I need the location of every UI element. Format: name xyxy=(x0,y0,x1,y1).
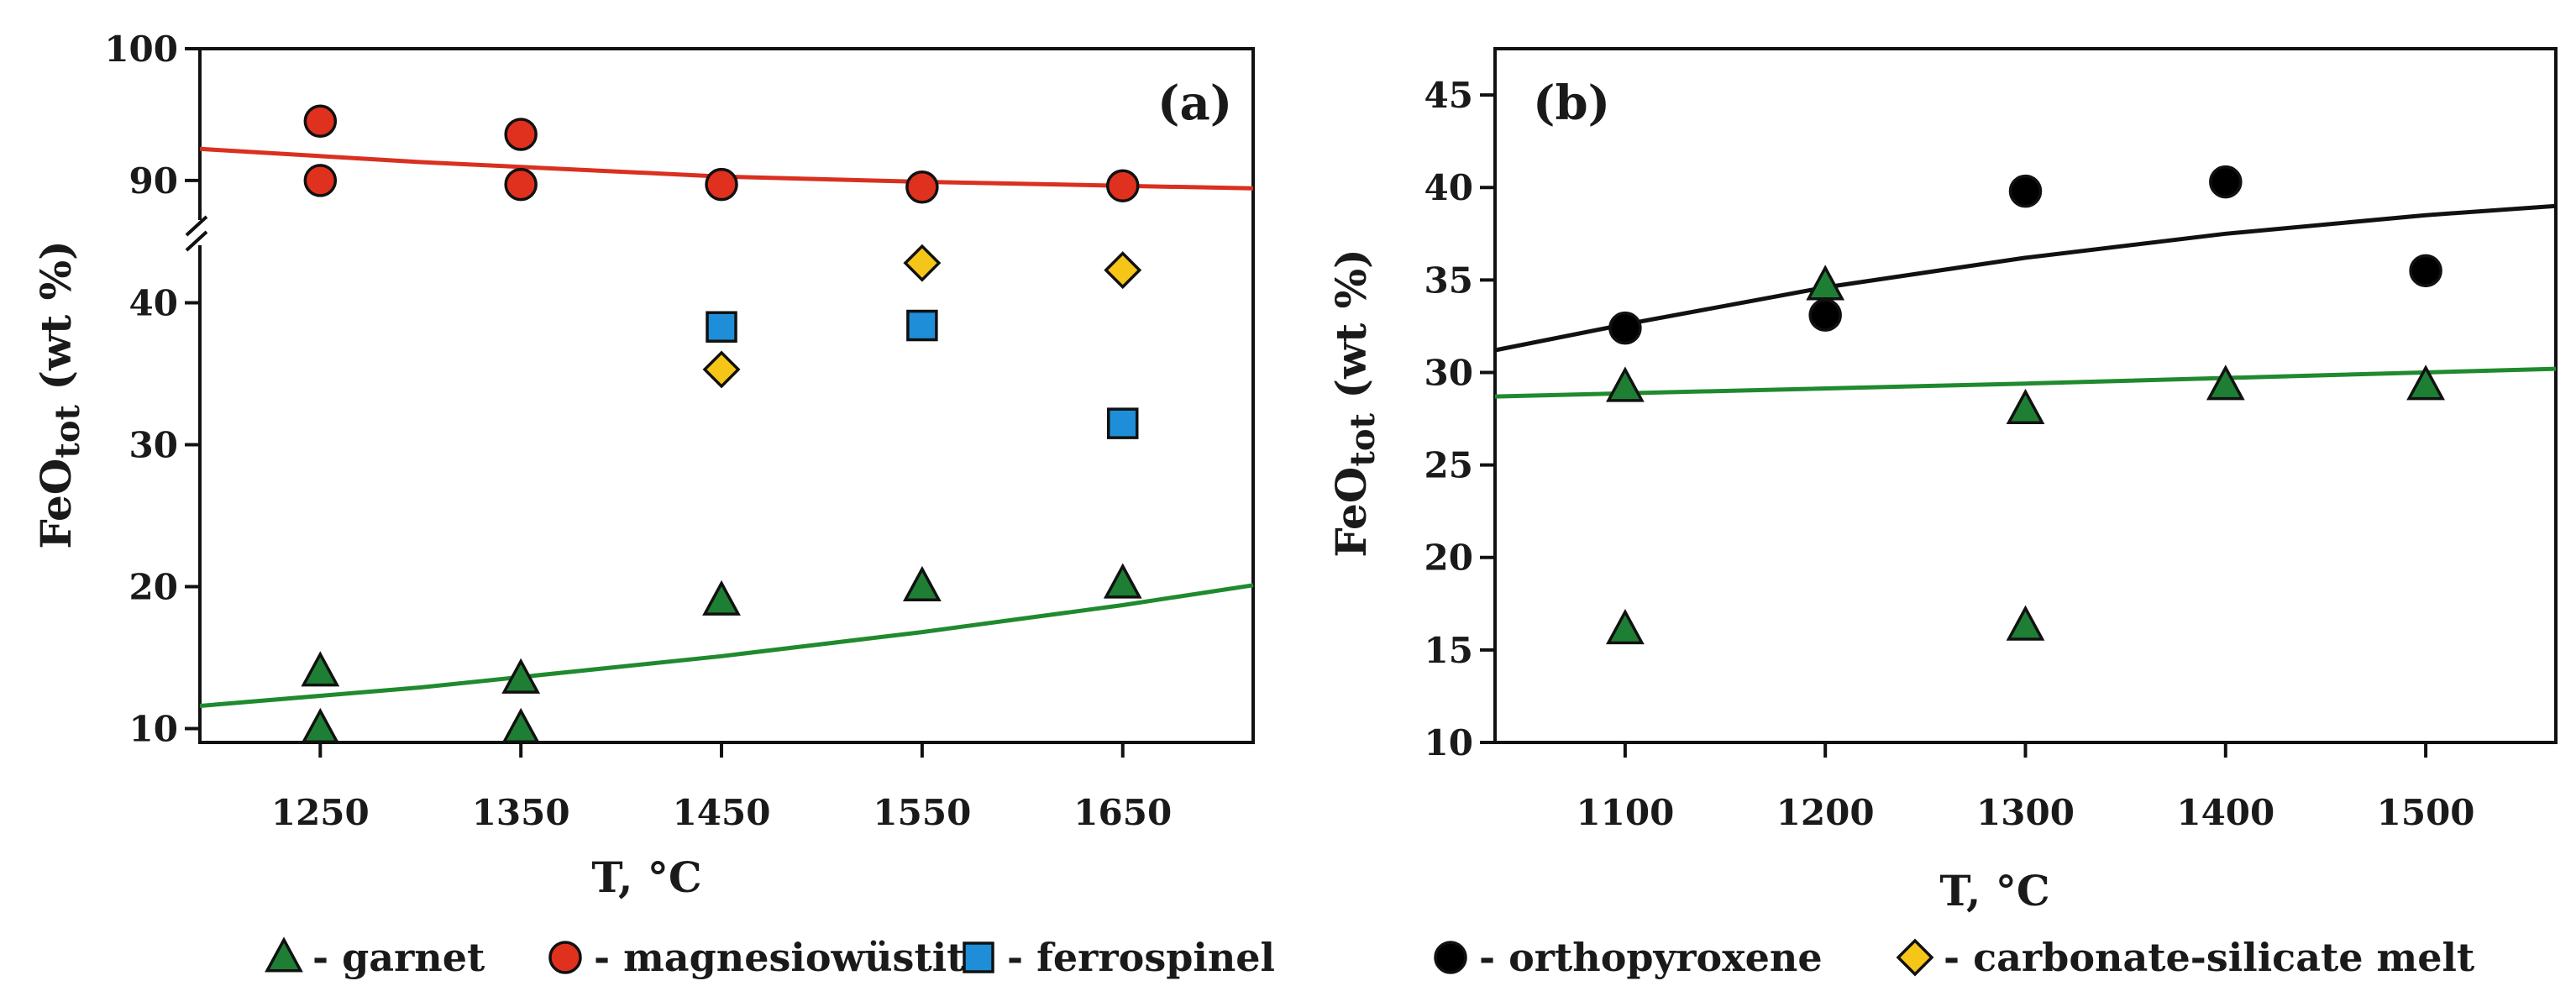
trend-line-garnet xyxy=(199,583,1254,708)
legend: - garnet - magnesiowüstite - ferrospinel - … xyxy=(265,935,2475,980)
y-tick-label: 90 xyxy=(129,160,178,202)
axis-break-mark xyxy=(185,215,208,237)
data-point xyxy=(303,164,338,197)
legend-item: - magnesiowüstite xyxy=(548,935,989,980)
legend-marker xyxy=(1896,938,1934,977)
legend-label: - garnet xyxy=(312,935,485,980)
y-tick-label: 45 xyxy=(1424,75,1473,116)
trend-line-garnet xyxy=(1494,366,2557,399)
x-tick-label: 1200 xyxy=(1776,792,1875,833)
y-tick-label: 10 xyxy=(129,709,178,750)
y-tick-label: 10 xyxy=(1424,722,1473,763)
data-point xyxy=(1106,407,1139,439)
data-point xyxy=(1608,311,1642,345)
data-point xyxy=(2006,605,2045,641)
trend-line-orthopyroxene xyxy=(1494,203,2557,353)
axis-break-mark xyxy=(185,230,208,252)
data-point xyxy=(905,170,939,204)
y-tick-label: 20 xyxy=(129,567,178,608)
y-axis-label: FeOtot (wt %) xyxy=(31,240,87,549)
data-point xyxy=(301,707,340,743)
legend-marker xyxy=(963,941,994,973)
chart-panel-b: 1100 1200 1300 1400 1500 10 15 20 25 30 35 40 45 (b) T… xyxy=(1326,47,2558,915)
x-tick-label: 1550 xyxy=(873,792,971,833)
data-point xyxy=(2409,254,2442,288)
y-axis-label: FeOtot (wt %) xyxy=(1326,249,1382,558)
data-point xyxy=(702,350,741,389)
plot-frame xyxy=(198,47,1255,744)
data-point xyxy=(1606,366,1645,402)
data-point xyxy=(906,309,938,342)
legend-item: - carbonate-silicate melt xyxy=(1896,935,2475,980)
data-point xyxy=(2006,388,2045,425)
data-point xyxy=(903,244,942,282)
y-tick-label: 40 xyxy=(129,283,178,324)
y-tick-label: 15 xyxy=(1424,630,1473,671)
x-axis-label: T, °C xyxy=(1939,866,2049,915)
panel-label: (a) xyxy=(1157,76,1232,131)
data-point xyxy=(1606,608,1645,645)
legend-marker xyxy=(1434,941,1467,974)
data-point xyxy=(301,651,340,687)
legend-item: - garnet xyxy=(265,935,485,980)
chart-panel-a: 1250 1350 1450 1550 1650 10 20 30 40 90 100 (a) T, °… xyxy=(31,29,1255,902)
x-tick-label: 1650 xyxy=(1073,792,1172,833)
data-point xyxy=(1808,298,1842,332)
legend-label: - ferrospinel xyxy=(1007,935,1275,980)
data-point xyxy=(504,167,538,202)
y-tick-label: 20 xyxy=(1424,538,1473,579)
x-tick-label: 1450 xyxy=(673,792,771,833)
data-point xyxy=(1105,169,1140,202)
legend-item: - ferrospinel xyxy=(963,935,1275,980)
data-point xyxy=(702,580,741,616)
legend-marker xyxy=(548,941,582,974)
data-point xyxy=(705,167,738,202)
y-tick-label: 100 xyxy=(104,29,178,70)
legend-label: - orthopyroxene xyxy=(1479,935,1823,980)
data-point xyxy=(706,311,737,343)
legend-item: - orthopyroxene xyxy=(1434,935,1823,980)
data-point xyxy=(902,565,942,601)
x-tick-label: 1300 xyxy=(1976,792,2075,833)
data-point xyxy=(2206,365,2245,401)
legend-marker xyxy=(265,936,303,973)
y-tick-label: 35 xyxy=(1424,260,1473,301)
legend-label: - carbonate-silicate melt xyxy=(1944,935,2475,980)
x-tick-label: 1250 xyxy=(271,792,370,833)
y-tick-label: 30 xyxy=(129,425,178,466)
data-point xyxy=(2406,365,2445,401)
legend-label: - magnesiowüstite xyxy=(594,935,989,980)
data-point xyxy=(501,707,541,743)
x-tick-label: 1400 xyxy=(2176,792,2274,833)
y-tick-label: 40 xyxy=(1424,167,1473,208)
x-tick-label: 1100 xyxy=(1576,792,1674,833)
data-point xyxy=(501,658,541,694)
panel-label: (b) xyxy=(1533,76,1610,131)
data-point xyxy=(504,118,538,151)
x-tick-label: 1500 xyxy=(2377,792,2475,833)
y-tick-label: 30 xyxy=(1424,352,1473,393)
data-point xyxy=(1104,251,1142,290)
x-axis-label: T, °C xyxy=(591,852,701,902)
x-tick-label: 1350 xyxy=(472,792,570,833)
data-point xyxy=(1103,563,1142,599)
y-tick-label: 25 xyxy=(1424,445,1473,486)
data-point xyxy=(2008,174,2043,208)
data-point xyxy=(1806,265,1845,301)
data-point xyxy=(303,104,338,139)
data-point xyxy=(2209,165,2243,199)
